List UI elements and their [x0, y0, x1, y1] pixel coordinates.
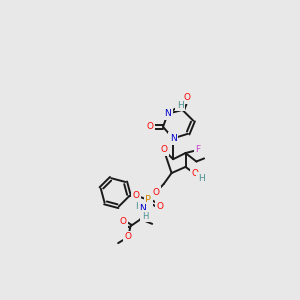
Text: O: O [119, 217, 126, 226]
Text: O: O [184, 93, 190, 102]
Text: N: N [170, 134, 176, 143]
Text: O: O [125, 232, 132, 242]
Text: N: N [164, 109, 171, 118]
Text: O: O [191, 169, 198, 178]
Text: O: O [153, 188, 160, 197]
Text: H: H [177, 101, 184, 110]
Text: H: H [198, 174, 204, 183]
Text: H: H [142, 212, 148, 221]
Text: O: O [160, 146, 167, 154]
Text: N: N [140, 204, 146, 213]
Text: F: F [195, 146, 200, 154]
Text: O: O [157, 202, 164, 211]
Text: O: O [146, 122, 153, 131]
Text: P: P [145, 195, 151, 205]
Text: H: H [135, 202, 142, 211]
Text: O: O [132, 191, 140, 200]
